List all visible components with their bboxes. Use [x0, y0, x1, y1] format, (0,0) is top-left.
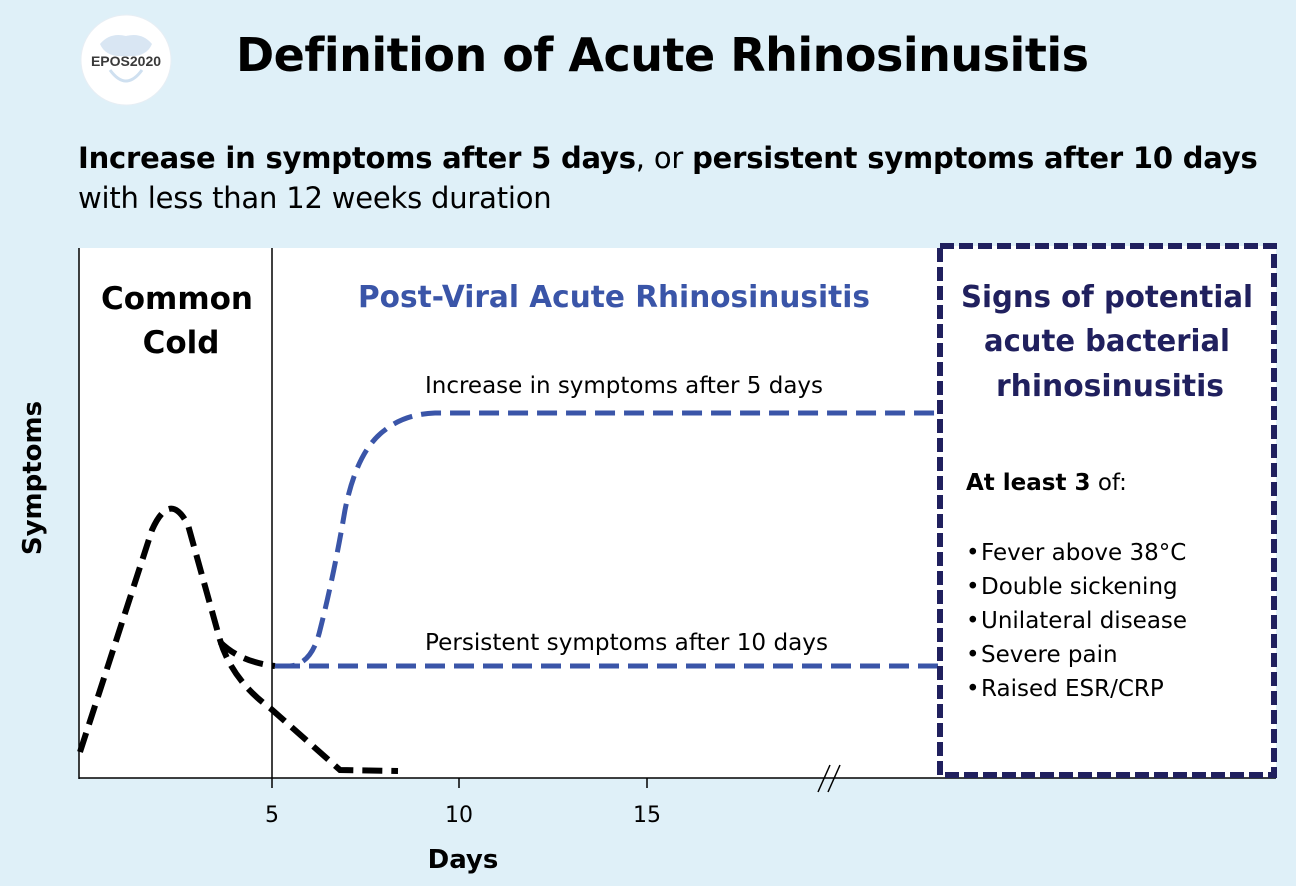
subtitle-bold-1: Increase in symptoms after 5 days — [78, 141, 636, 175]
common-cold-label-line-2: Cold — [143, 325, 220, 361]
signs-list: • Fever above 38°C • Double sickening • … — [966, 540, 1187, 702]
at-least-rest: of: — [1091, 470, 1127, 496]
page-title: Definition of Acute Rhinosinusitis — [236, 28, 1089, 82]
at-least-bold: At least 3 — [966, 470, 1091, 496]
subtitle-separator: , or — [635, 141, 693, 175]
epos-logo: EPOS2020 — [80, 14, 172, 106]
sign-bullet: • — [966, 540, 980, 566]
bacterial-title-line-1: Signs of potential — [961, 280, 1253, 315]
logo-text: EPOS2020 — [91, 53, 161, 69]
y-axis-label: Symptoms — [18, 401, 48, 555]
x-axis-label: Days — [428, 845, 499, 875]
bacterial-signs-box — [937, 243, 1277, 778]
sign-item-esr-crp: Raised ESR/CRP — [981, 676, 1164, 702]
subtitle-bold-2: persistent symptoms after 10 days — [692, 141, 1258, 175]
persistent-curve-label: Persistent symptoms after 10 days — [425, 630, 828, 656]
increase-symptoms-curve — [275, 410, 938, 669]
sign-item-double-sickening: Double sickening — [981, 574, 1178, 600]
sign-item-severe-pain: Severe pain — [981, 642, 1118, 668]
axis-break-mark-1 — [817, 764, 831, 793]
sign-item-unilateral: Unilateral disease — [981, 608, 1187, 634]
common-cold-curve-branch — [217, 639, 276, 669]
sign-bullet: • — [966, 642, 980, 668]
at-least-label: At least 3 of: — [966, 470, 1127, 496]
common-cold-label-line-1: Common — [101, 281, 253, 317]
sign-bullet: • — [966, 574, 980, 600]
subtitle-line-2: with less than 12 weeks duration — [78, 181, 552, 215]
x-tick-label-15: 15 — [633, 803, 661, 828]
common-cold-curve-decline — [77, 505, 399, 774]
x-tick-label-10: 10 — [445, 803, 473, 828]
bacterial-title-line-3: rhinosinusitis — [996, 369, 1224, 404]
sign-item-fever: Fever above 38°C — [981, 540, 1186, 566]
x-tick-label-5: 5 — [265, 803, 279, 828]
subtitle: Increase in symptoms after 5 days, or pe… — [78, 138, 1258, 218]
sign-bullet: • — [966, 676, 980, 702]
axis-break-mark-2 — [827, 764, 841, 793]
sign-bullet: • — [966, 608, 980, 634]
increase-curve-label: Increase in symptoms after 5 days — [425, 373, 823, 399]
bacterial-title-line-2: acute bacterial — [984, 324, 1230, 359]
post-viral-title: Post-Viral Acute Rhinosinusitis — [358, 280, 870, 315]
